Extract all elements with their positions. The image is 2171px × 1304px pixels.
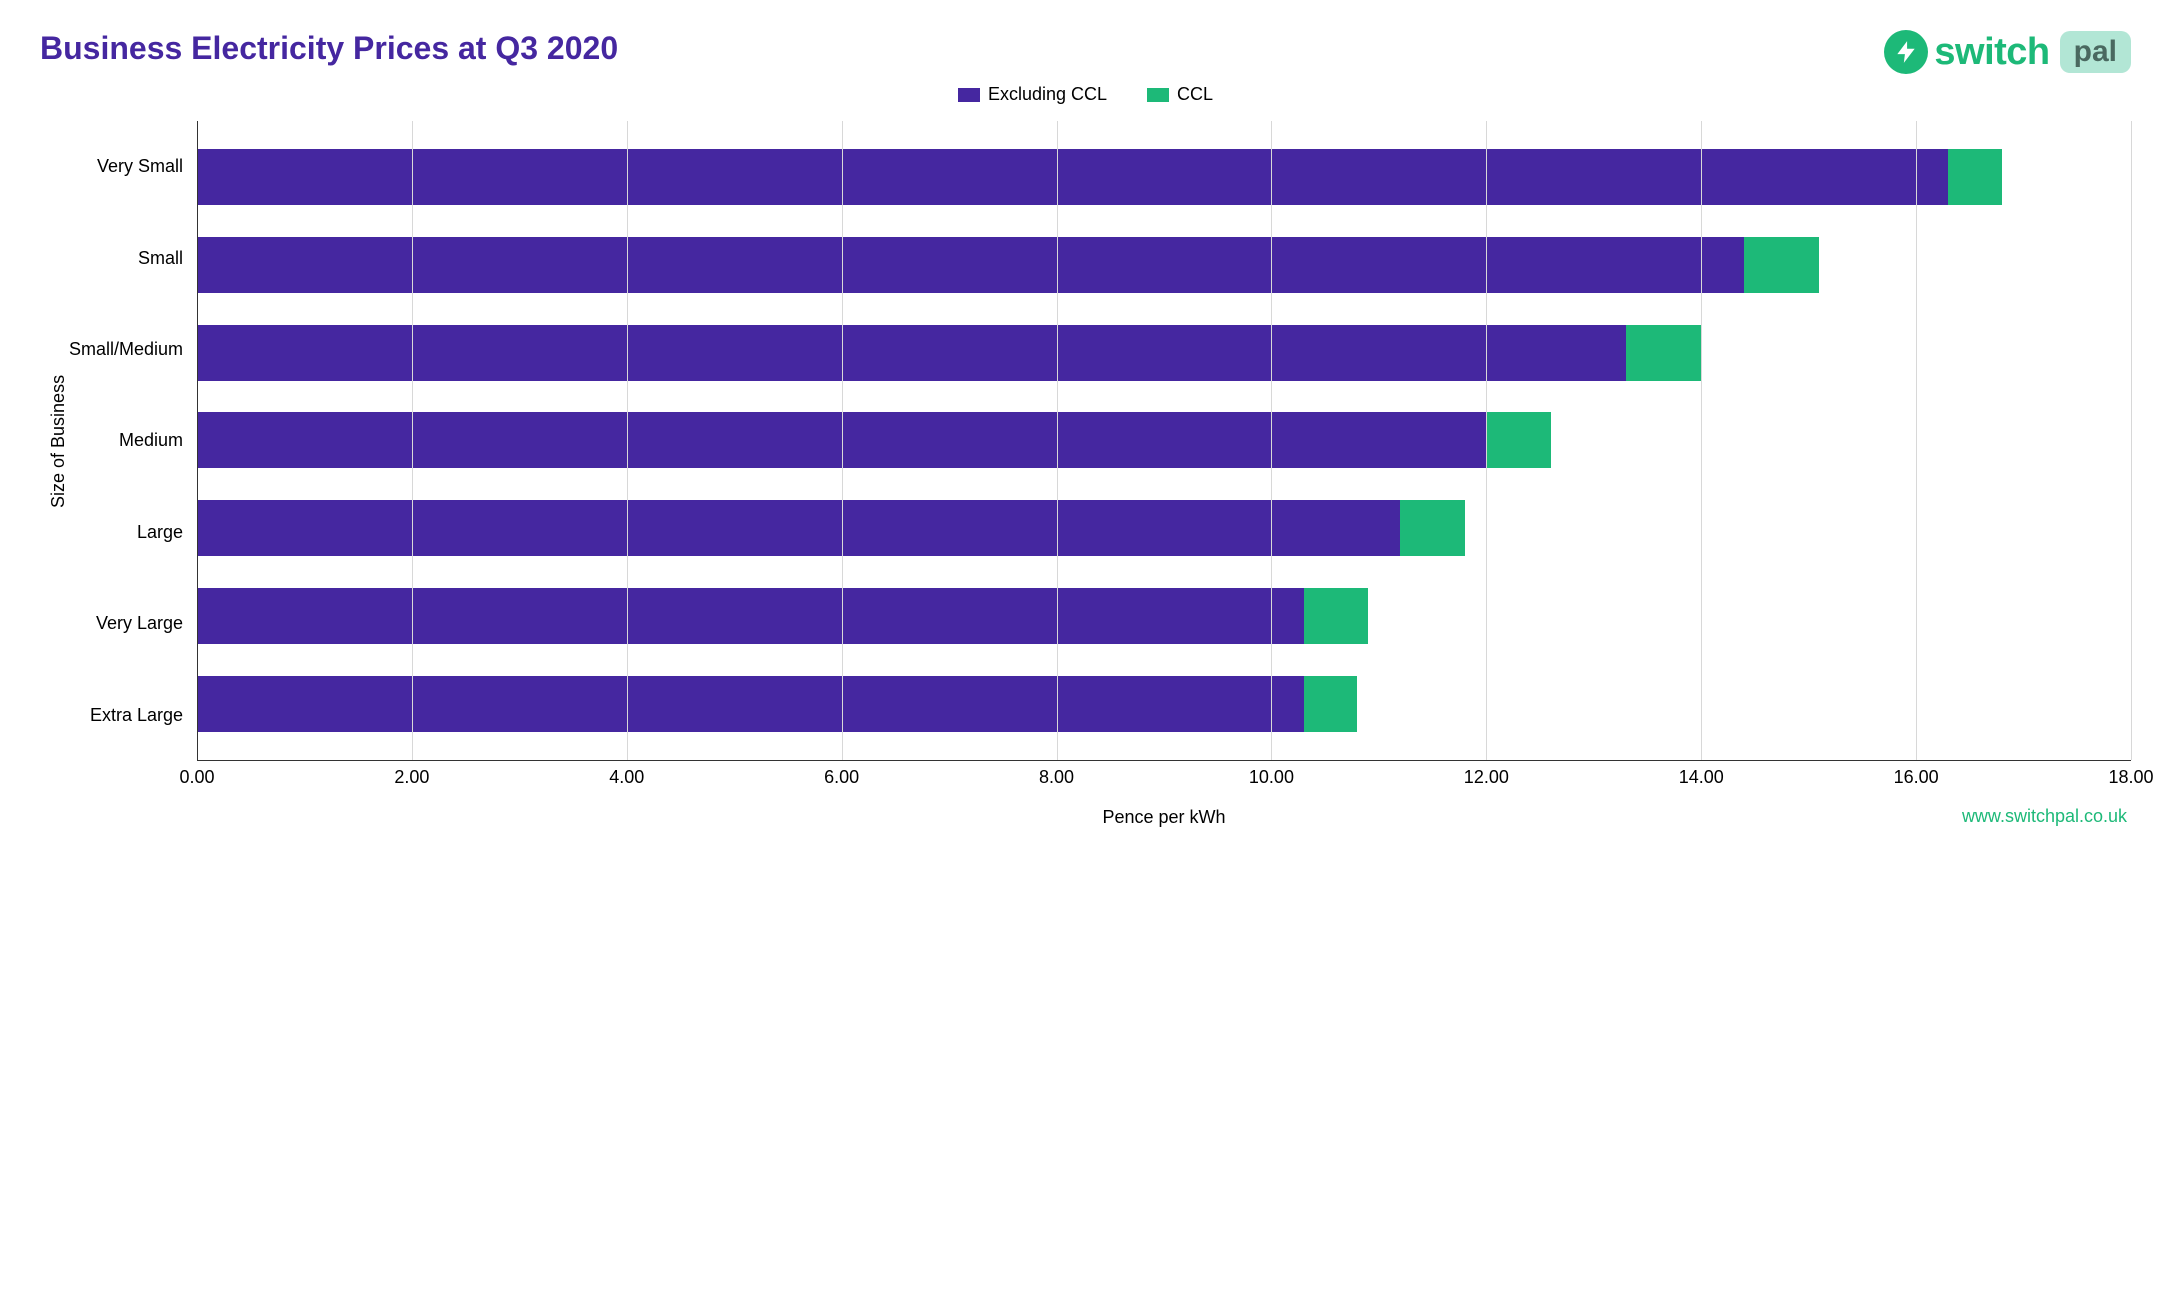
gridline — [1701, 121, 1702, 760]
bar-row — [197, 325, 2131, 381]
bar-row — [197, 676, 2131, 732]
x-tick-label: 10.00 — [1249, 767, 1294, 788]
gridline — [1057, 121, 1058, 760]
gridline — [2131, 121, 2132, 760]
y-tick-label: Large — [137, 522, 183, 543]
legend-item: Excluding CCL — [958, 84, 1107, 105]
chart-title: Business Electricity Prices at Q3 2020 — [40, 30, 618, 67]
bar-segment — [1948, 149, 2002, 205]
y-tick-label: Small — [138, 248, 183, 269]
y-tick-label: Very Small — [97, 156, 183, 177]
bar-row — [197, 500, 2131, 556]
gridline — [627, 121, 628, 760]
y-axis-label: Size of Business — [40, 121, 69, 761]
bar-segment — [197, 149, 1948, 205]
x-tick-label: 16.00 — [1894, 767, 1939, 788]
legend: Excluding CCL CCL — [40, 84, 2131, 105]
bolt-icon — [1884, 30, 1928, 74]
x-tick-label: 4.00 — [609, 767, 644, 788]
chart: Size of Business Very Small Small Small/Me… — [40, 121, 2131, 761]
bar-segment — [1400, 500, 1464, 556]
y-tick-label: Very Large — [96, 613, 183, 634]
bar-row — [197, 588, 2131, 644]
legend-item: CCL — [1147, 84, 1213, 105]
x-tick-label: 0.00 — [179, 767, 214, 788]
gridline — [412, 121, 413, 760]
x-tick-label: 18.00 — [2108, 767, 2153, 788]
legend-label: Excluding CCL — [988, 84, 1107, 105]
gridline — [1271, 121, 1272, 760]
bar-segment — [1486, 412, 1550, 468]
bar-row — [197, 412, 2131, 468]
y-tick-label: Small/Medium — [69, 339, 183, 360]
brand-name-a: switch — [1934, 31, 2049, 74]
plot-area — [197, 121, 2131, 761]
legend-label: CCL — [1177, 84, 1213, 105]
x-tick-labels: 0.002.004.006.008.0010.0012.0014.0016.00… — [197, 767, 2131, 797]
brand-logo: switch pal — [1884, 30, 2131, 74]
x-tick-label: 2.00 — [394, 767, 429, 788]
gridline — [842, 121, 843, 760]
bar-segment — [197, 588, 1304, 644]
bar-segment — [1626, 325, 1701, 381]
bar-row — [197, 149, 2131, 205]
y-tick-labels: Very Small Small Small/Medium Medium Large Ve… — [69, 121, 197, 761]
x-tick-label: 12.00 — [1464, 767, 1509, 788]
legend-swatch — [1147, 88, 1169, 102]
bar-segment — [197, 237, 1744, 293]
bar-segment — [197, 500, 1400, 556]
x-tick-label: 8.00 — [1039, 767, 1074, 788]
x-tick-label: 6.00 — [824, 767, 859, 788]
gridline — [1486, 121, 1487, 760]
gridline — [1916, 121, 1917, 760]
legend-swatch — [958, 88, 980, 102]
header: Business Electricity Prices at Q3 2020 s… — [40, 30, 2131, 74]
bar-segment — [1304, 676, 1358, 732]
x-tick-label: 14.00 — [1679, 767, 1724, 788]
gridline — [197, 121, 198, 760]
y-tick-label: Extra Large — [90, 705, 183, 726]
bar-segment — [1744, 237, 1819, 293]
bar-segment — [197, 676, 1304, 732]
x-axis-label: Pence per kWh — [197, 807, 2131, 828]
y-tick-label: Medium — [119, 430, 183, 451]
bar-segment — [1304, 588, 1368, 644]
bars-container — [197, 121, 2131, 760]
brand-name-b: pal — [2060, 31, 2131, 73]
bar-row — [197, 237, 2131, 293]
